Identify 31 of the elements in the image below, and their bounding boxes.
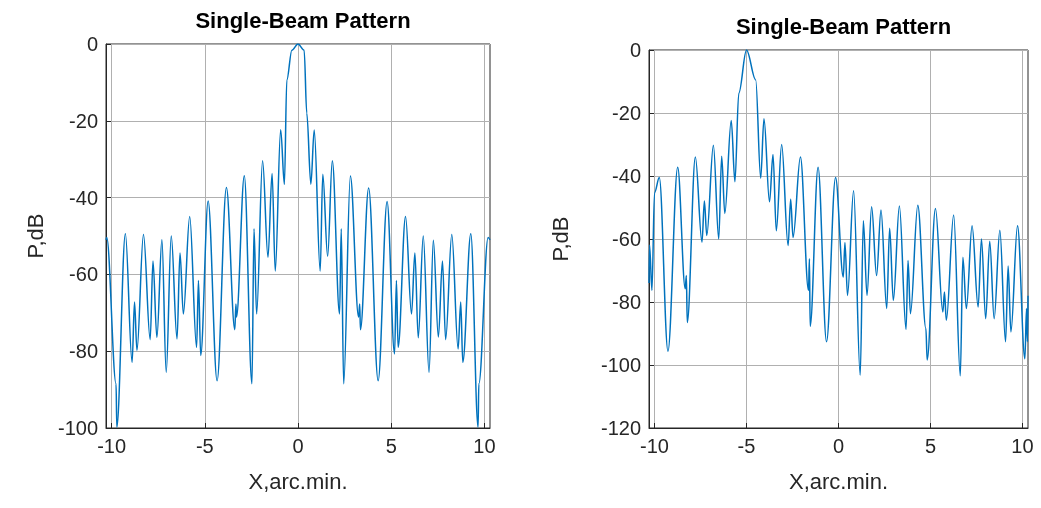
x-tick-label: 5 (924, 435, 937, 457)
x-tick-label: -5 (195, 435, 214, 457)
x-tick-label: 10 (473, 435, 496, 457)
y-tick-label: 0 (86, 33, 98, 55)
line-series (648, 49, 1029, 377)
x-tick-label: 5 (385, 435, 397, 457)
x-axis-title: X,arc.min. (788, 468, 889, 494)
y-tick-label: -80 (612, 291, 641, 313)
y-tick-label: -20 (69, 109, 98, 132)
y-axis-title: P,dB (22, 213, 48, 259)
x-tick-label: 10 (1011, 435, 1034, 457)
y-tick-label: -100 (57, 417, 98, 439)
y-tick-label: -40 (612, 165, 641, 187)
y-tick-label: 0 (629, 39, 641, 61)
y-tick-label: -20 (612, 102, 641, 124)
y-axis-title: P,dB (547, 216, 573, 262)
x-tick-label: 0 (832, 435, 845, 457)
y-tick-label: -80 (69, 340, 98, 363)
chart-title: Single-Beam Pattern (195, 7, 411, 33)
line-series (105, 43, 491, 428)
y-tick-label: -60 (69, 263, 98, 286)
x-tick-label: -5 (737, 435, 756, 457)
y-tick-label: -40 (69, 186, 98, 209)
x-tick-label: 0 (292, 435, 304, 457)
x-tick-label: -10 (640, 435, 669, 457)
x-tick-label: -10 (97, 435, 127, 457)
y-tick-label: -60 (612, 228, 641, 250)
chart-title: Single-Beam Pattern (735, 13, 952, 39)
x-axis-title: X,arc.min. (248, 468, 348, 494)
y-tick-label: -100 (600, 354, 641, 376)
y-tick-label: -120 (600, 417, 641, 439)
